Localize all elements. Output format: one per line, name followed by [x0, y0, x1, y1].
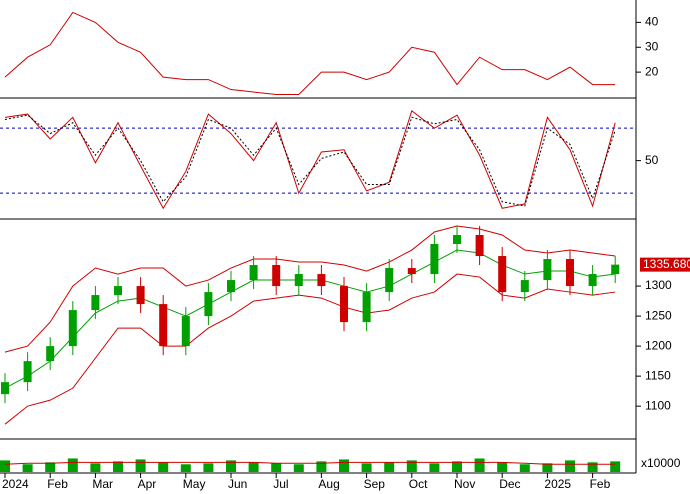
x-tick-label: Jul: [273, 477, 288, 491]
candle-body: [136, 286, 145, 305]
x-tick-label: Feb: [590, 477, 611, 491]
candle-body: [317, 274, 326, 287]
x-tick-label: 2025: [544, 477, 571, 491]
candle-body: [91, 295, 100, 311]
x-tick-label: 2024: [2, 477, 29, 491]
last-price-label: 1335.680: [643, 257, 690, 271]
x-tick-label: Nov: [454, 477, 475, 491]
volume-bar: [90, 463, 101, 472]
volume-bar: [384, 462, 395, 472]
x-tick-label: May: [183, 477, 206, 491]
volume-bar: [429, 463, 440, 472]
candle-body: [588, 274, 597, 287]
volume-bar: [497, 462, 508, 472]
candle-body: [385, 268, 394, 293]
last-price-box: [640, 257, 690, 272]
x-tick-label: Sep: [364, 477, 386, 491]
candle-body: [249, 265, 258, 281]
candle-body: [543, 259, 552, 281]
volume-bar: [519, 464, 530, 472]
candle-body: [204, 292, 213, 317]
candle-body: [114, 286, 122, 296]
candle-body: [1, 382, 9, 395]
volume-bar: [203, 463, 214, 472]
volume-bar: [113, 461, 123, 472]
indicator-line: [4, 114, 616, 207]
candle-body: [46, 346, 55, 362]
volume-bar: [316, 461, 327, 472]
y-tick-label: 1200: [645, 338, 672, 352]
x-tick-label: Apr: [138, 477, 157, 491]
candle-body: [181, 316, 190, 347]
volume-bar: [474, 458, 485, 472]
y-tick-label: 1250: [645, 308, 672, 322]
y-tick-label: 1300: [645, 278, 672, 292]
volume-bar: [361, 463, 372, 472]
volume-bar: [226, 460, 236, 472]
band-line: [4, 273, 616, 425]
candle-body: [227, 280, 235, 293]
y-tick-label: 1100: [645, 398, 671, 412]
candle-body: [453, 235, 461, 245]
y-tick-label: 40: [645, 15, 659, 29]
candle-body: [611, 264, 620, 275]
x-tick-label: Jun: [228, 477, 247, 491]
indicator-line: [4, 109, 616, 210]
volume-bar: [22, 464, 33, 472]
candle-body: [294, 274, 303, 287]
volume-bar: [180, 464, 191, 472]
candle-body: [407, 268, 416, 275]
volume-bar: [158, 462, 169, 472]
y-tick-label: 1150: [645, 368, 671, 382]
x-tick-label: Aug: [318, 477, 339, 491]
volume-bar: [587, 462, 598, 472]
candle-body: [68, 310, 77, 347]
y-tick-label: 50: [645, 153, 659, 167]
candle-body: [498, 256, 507, 293]
volume-bar: [0, 460, 10, 472]
candle-body: [362, 292, 371, 323]
candle-body: [340, 286, 348, 323]
candle-body: [159, 304, 168, 347]
volume-bar: [293, 464, 304, 472]
volume-bar: [135, 459, 146, 472]
candle-body: [23, 361, 32, 383]
volume-bar: [452, 461, 462, 472]
candle-body: [272, 265, 281, 287]
candle-body: [430, 244, 439, 275]
volume-unit: x10000: [641, 456, 681, 470]
band-line: [4, 249, 616, 389]
volume-bar: [406, 460, 417, 472]
volume-bar: [610, 461, 621, 472]
x-tick-label: Dec: [499, 477, 520, 491]
volume-bar: [271, 463, 282, 472]
y-tick-label: 30: [645, 39, 659, 53]
y-tick-label: 20: [645, 64, 659, 78]
volume-bar: [542, 463, 553, 472]
candle-body: [566, 259, 574, 287]
x-tick-label: Feb: [47, 477, 68, 491]
x-tick-label: Mar: [92, 477, 113, 491]
candle-body: [520, 280, 529, 293]
band-line: [4, 225, 616, 353]
volume-bar: [565, 460, 575, 472]
x-tick-label: Oct: [409, 477, 428, 491]
volume-bar: [67, 458, 78, 472]
volume-bar: [339, 459, 349, 472]
candle-body: [475, 235, 484, 257]
indicator-line: [4, 11, 616, 96]
volume-bar: [45, 462, 56, 472]
volume-ma: [4, 461, 616, 465]
volume-bar: [248, 462, 259, 472]
